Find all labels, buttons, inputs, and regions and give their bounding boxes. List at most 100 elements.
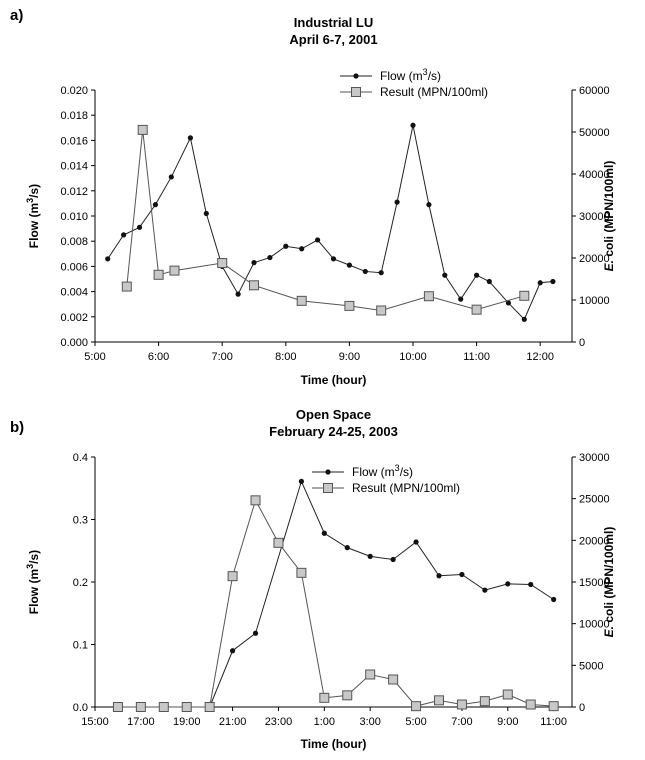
flow-point bbox=[537, 280, 543, 286]
result-point bbox=[344, 300, 355, 311]
flow-point bbox=[459, 571, 465, 578]
y2-tick-label: 5000 bbox=[579, 660, 603, 672]
result-point bbox=[181, 702, 192, 712]
legend-marker-square bbox=[351, 87, 361, 97]
result-point bbox=[479, 696, 490, 707]
y2-tick-label: 15000 bbox=[579, 577, 610, 589]
result-point bbox=[525, 699, 536, 710]
y-tick-label: 0.000 bbox=[60, 337, 88, 349]
y-tick-label: 0.002 bbox=[60, 312, 88, 324]
result-series-line bbox=[126, 129, 525, 312]
panel-label: b) bbox=[10, 419, 24, 436]
flow-point bbox=[426, 202, 432, 208]
x-tick-label: 12:00 bbox=[526, 351, 554, 363]
legend-label: Result (MPN/100ml) bbox=[352, 481, 460, 495]
result-point bbox=[249, 280, 259, 291]
flow-point bbox=[521, 316, 527, 322]
result-point bbox=[296, 295, 307, 306]
result-point bbox=[319, 692, 330, 703]
x-tick-label: 17:00 bbox=[127, 716, 155, 728]
y-tick-label: 0.4 bbox=[73, 452, 88, 464]
result-point bbox=[227, 571, 238, 582]
legend: Flow (m3/s) Result (MPN/100ml) bbox=[340, 67, 488, 99]
y-axis-label: Flow (m3/s) bbox=[25, 184, 41, 248]
result-point bbox=[411, 701, 422, 712]
y2-tick-label: 30000 bbox=[579, 211, 610, 223]
x-axis-label: Time (hour) bbox=[301, 737, 367, 751]
flow-point bbox=[550, 278, 556, 285]
result-point bbox=[250, 495, 261, 506]
flow-point bbox=[482, 587, 488, 593]
flow-point bbox=[315, 237, 321, 243]
flow-point bbox=[105, 256, 111, 262]
x-tick-label: 5:00 bbox=[405, 716, 426, 728]
flow-point bbox=[283, 243, 289, 249]
y-tick-label: 0.014 bbox=[60, 161, 88, 173]
x-tick-label: 5:00 bbox=[84, 351, 105, 363]
legend-marker-square bbox=[323, 483, 333, 493]
y2-tick-label: 20000 bbox=[579, 535, 610, 547]
flow-point bbox=[187, 135, 193, 141]
result-point bbox=[548, 701, 559, 712]
flow-point bbox=[505, 300, 511, 306]
y-tick-label: 0.020 bbox=[60, 85, 88, 97]
result-point bbox=[204, 702, 215, 712]
flow-point bbox=[442, 272, 448, 278]
result-point bbox=[433, 695, 444, 706]
flow-point bbox=[229, 648, 236, 654]
y2-tick-label: 60000 bbox=[579, 85, 610, 97]
flow-point bbox=[321, 530, 327, 536]
y2-tick-label: 0 bbox=[579, 337, 585, 349]
y-tick-label: 0.004 bbox=[60, 287, 88, 299]
x-tick-label: 11:00 bbox=[540, 716, 567, 728]
x-tick-label: 8:00 bbox=[275, 351, 296, 363]
y2-tick-label: 0 bbox=[579, 702, 585, 714]
y2-tick-label: 20000 bbox=[579, 253, 610, 265]
flow-point bbox=[458, 296, 464, 302]
y-tick-label: 0.0 bbox=[73, 702, 88, 714]
result-point bbox=[135, 702, 146, 712]
flow-point bbox=[528, 581, 534, 588]
flow-point bbox=[299, 246, 305, 252]
y2-tick-label: 10000 bbox=[579, 619, 610, 631]
result-point bbox=[112, 702, 123, 712]
chart-panel-a: a) Industrial LU April 6-7, 2001 0.000 0.002… bbox=[10, 7, 616, 387]
flow-point bbox=[330, 256, 337, 262]
y-tick-label: 0.012 bbox=[60, 186, 88, 198]
y-axis-label: Flow (m3/s) bbox=[25, 550, 41, 614]
legend-label: Flow (m3/s) bbox=[380, 67, 441, 83]
x-tick-label: 11:00 bbox=[463, 351, 490, 363]
flow-point bbox=[298, 478, 304, 484]
flow-point bbox=[346, 262, 352, 268]
y-tick-label: 0.1 bbox=[73, 640, 88, 652]
legend-label: Flow (m3/s) bbox=[352, 463, 413, 479]
result-point bbox=[519, 290, 530, 301]
chart-subtitle: April 6-7, 2001 bbox=[289, 32, 377, 47]
y2-tick-label: 10000 bbox=[579, 295, 610, 307]
result-point bbox=[121, 281, 132, 292]
result-point bbox=[342, 690, 353, 701]
result-point bbox=[502, 689, 513, 700]
x-tick-label: 7:00 bbox=[451, 716, 472, 728]
chart-subtitle: February 24-25, 2003 bbox=[269, 424, 398, 439]
flow-point bbox=[486, 278, 492, 285]
flow-point bbox=[378, 270, 384, 276]
flow-point bbox=[410, 122, 416, 128]
panel-label: a) bbox=[10, 7, 23, 24]
result-point bbox=[365, 669, 376, 680]
flow-point bbox=[168, 174, 174, 180]
flow-point bbox=[267, 254, 273, 261]
result-point bbox=[376, 305, 387, 316]
flow-point bbox=[344, 545, 350, 551]
x-tick-label: 21:00 bbox=[219, 716, 247, 728]
flow-point bbox=[136, 224, 143, 230]
flow-point bbox=[474, 272, 480, 278]
chart-title: Open Space bbox=[296, 407, 371, 422]
flow-point bbox=[362, 268, 368, 275]
chart-title: Industrial LU bbox=[294, 15, 373, 30]
flow-point bbox=[390, 556, 396, 563]
y-tick-label: 0.016 bbox=[60, 135, 88, 147]
legend-label: Result (MPN/100ml) bbox=[380, 85, 488, 99]
x-tick-label: 19:00 bbox=[173, 716, 201, 728]
